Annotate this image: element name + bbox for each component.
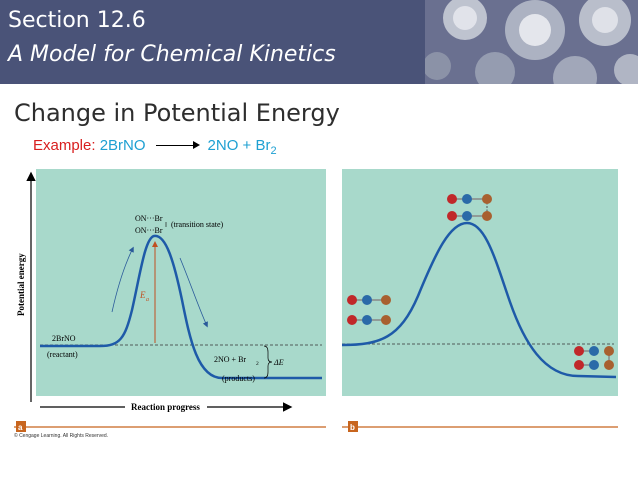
section-subtitle: A Model for Chemical Kinetics (8, 42, 336, 67)
reaction-arrow-icon (155, 140, 200, 150)
panel-b-energy-curve (341, 221, 617, 379)
panel-b-tag-letter: b (350, 423, 355, 432)
section-header: Section 12.6 A Model for Chemical Kineti… (0, 0, 638, 84)
falling-direction-arrow (179, 257, 208, 328)
example-colon: : (91, 137, 100, 154)
brno-molecule-bottom (347, 315, 391, 325)
slide-title: Change in Potential Energy (14, 99, 340, 127)
rising-direction-arrow (111, 246, 134, 313)
example-products-subscript: 2 (270, 145, 277, 157)
brno-molecule-top (347, 295, 391, 305)
copyright-notice: © Cengage Learning. All Rights Reserved. (14, 433, 109, 439)
delta-e-brace (263, 345, 273, 379)
section-number: Section 12.6 (8, 8, 146, 33)
reactant-molecules (347, 295, 391, 325)
panel-b-tag (348, 421, 358, 432)
product-subscript: 2 (256, 361, 259, 367)
y-axis-label: Potential energy (16, 253, 26, 316)
panel-a-tag-letter: a (18, 423, 23, 432)
product-caption: (products) (222, 374, 255, 383)
example-products: 2NO + Br (207, 137, 271, 154)
panel-b: b (341, 169, 618, 432)
energy-curve (40, 234, 322, 380)
example-reactant: 2BrNO (99, 137, 146, 154)
panel-b-background (342, 169, 618, 396)
product-label: 2NO + Br (214, 355, 246, 364)
delta-e-label: ΔE (273, 358, 284, 367)
example-equation: Example: 2BrNO 2NO + Br2 (33, 136, 277, 161)
transition-state-line2: ON···Br (135, 226, 163, 235)
panel-a-tag (16, 421, 26, 432)
x-axis-label: Reaction progress (131, 402, 200, 412)
activation-energy-subscript: a (146, 297, 149, 303)
panel-a: Potential energy Reaction progress E a O… (14, 169, 326, 432)
panel-a-background (36, 169, 326, 396)
transition-state-molecules (447, 194, 492, 221)
product-molecules (574, 346, 614, 370)
activation-energy-label: E (139, 290, 146, 300)
reactant-caption: (reactant) (47, 350, 78, 359)
reactant-label: 2BrNO (52, 334, 76, 343)
transition-state-caption: (transition state) (171, 220, 224, 229)
example-label: Example (33, 137, 92, 154)
header-decoration-image (425, 0, 638, 84)
transition-state-line1: ON···Br (135, 214, 163, 223)
